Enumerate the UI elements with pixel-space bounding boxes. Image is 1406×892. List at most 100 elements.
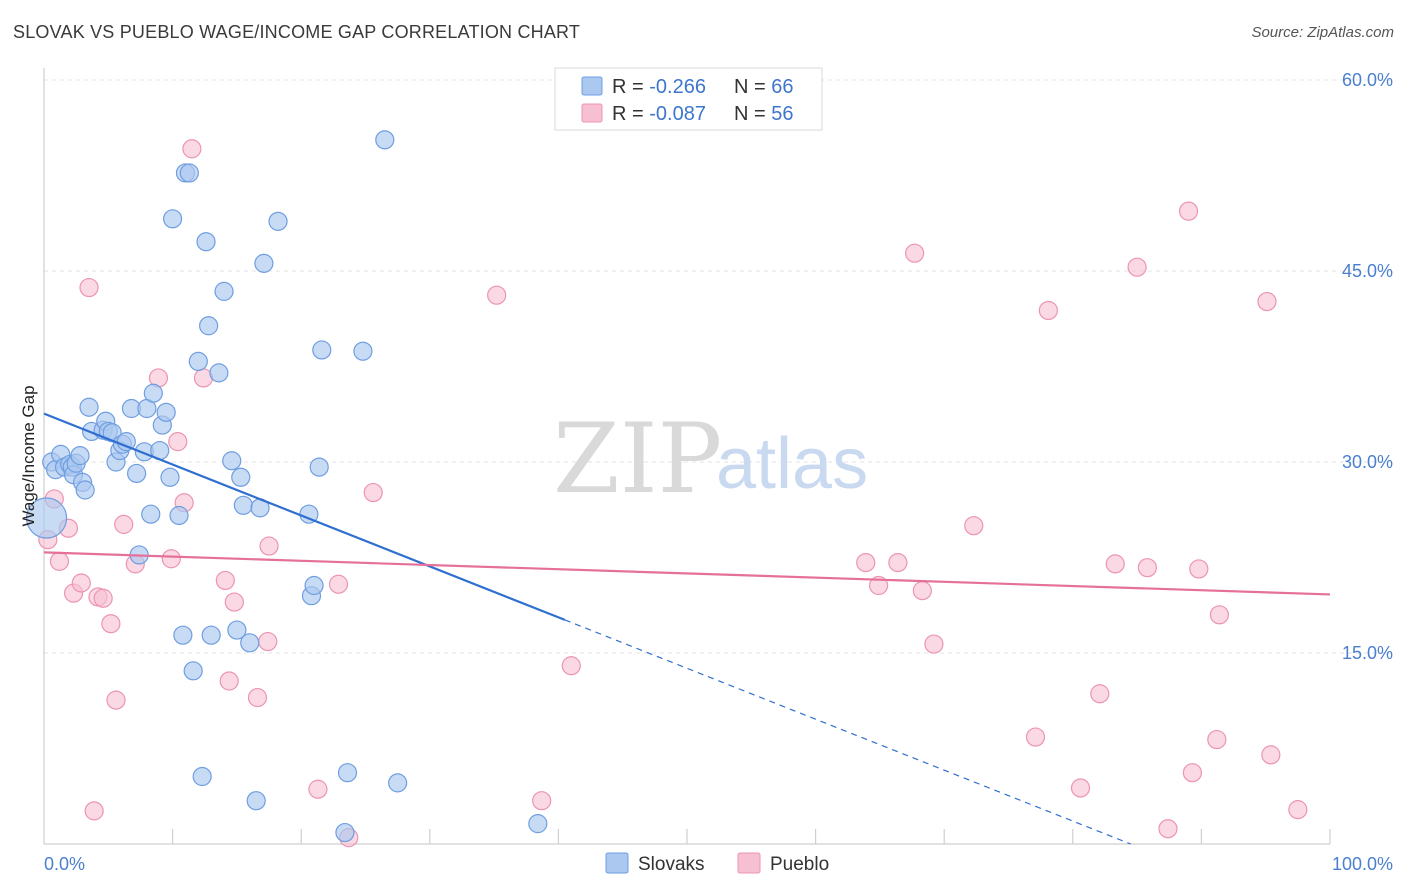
pueblo-point	[247, 687, 268, 708]
slovaks-trend-extension	[564, 619, 1131, 845]
pueblo-point	[1090, 684, 1110, 704]
pueblo-point	[1025, 727, 1046, 747]
pueblo-point	[93, 588, 113, 608]
slovaks-point	[179, 163, 199, 183]
bottom-legend-label-pueblo: Pueblo	[770, 854, 829, 875]
trend-lines	[43, 412, 1331, 845]
pueblo-point	[1105, 554, 1125, 574]
pueblo-point	[259, 536, 279, 556]
pueblo-point	[1038, 300, 1058, 321]
slovaks-point	[240, 633, 260, 653]
slovaks-point	[173, 625, 193, 645]
pueblo-point	[1261, 745, 1281, 765]
slovaks-point	[25, 497, 68, 539]
slovaks-point	[309, 457, 329, 477]
legend-n-label-pueblo: N =	[734, 103, 771, 125]
slovaks-point	[312, 340, 332, 360]
slovaks-point	[169, 505, 189, 526]
pueblo-point	[964, 516, 984, 536]
slovaks-point	[388, 773, 408, 793]
pueblo-point	[168, 432, 188, 452]
pueblo-point	[869, 575, 889, 596]
pueblo-point	[1288, 800, 1308, 820]
watermark-atlas: atlas	[716, 424, 868, 504]
slovaks-point	[268, 211, 288, 231]
svg-text:N = 56: N = 56	[734, 103, 794, 125]
svg-text:N = 66: N = 66	[734, 76, 794, 98]
legend-n-value-pueblo: 56	[771, 103, 793, 125]
pueblo-point	[532, 791, 552, 811]
slovaks-point	[160, 467, 180, 487]
bottom-legend-swatch-pueblo	[737, 852, 761, 874]
pueblo-point	[1182, 763, 1202, 783]
slovaks-point	[196, 232, 216, 252]
slovaks-point	[188, 351, 208, 372]
pueblo-point	[1127, 257, 1147, 277]
y-tick-label: 45.0%	[1342, 261, 1393, 281]
chart-source: Source: ZipAtlas.com	[1251, 24, 1394, 41]
legend-n-value-slovaks: 66	[771, 76, 793, 98]
pueblo-point	[101, 614, 121, 634]
slovaks-point	[214, 281, 234, 301]
y-axis-tick-labels: 15.0% 30.0% 45.0% 60.0%	[1342, 70, 1393, 663]
pueblo-point	[84, 801, 104, 821]
legend-r-value-pueblo: -0.087	[649, 103, 706, 125]
slovaks-point	[246, 791, 266, 811]
slovaks-point	[528, 814, 548, 834]
pueblo-point	[79, 277, 99, 298]
pueblo-point	[1207, 729, 1227, 750]
pueblo-point	[1070, 778, 1091, 798]
pueblo-point	[219, 671, 239, 691]
svg-text:R = -0.087: R = -0.087	[612, 103, 706, 125]
pueblo-trend-line	[43, 551, 1331, 596]
slovaks-point	[254, 253, 274, 273]
slovaks-points	[25, 130, 548, 843]
slovaks-point	[335, 822, 355, 843]
watermark: ZIP atlas	[553, 403, 868, 515]
slovaks-point	[227, 620, 247, 640]
slovaks-point	[353, 341, 373, 361]
slovaks-point	[156, 402, 176, 422]
slovaks-point	[70, 446, 90, 466]
slovaks-point	[183, 661, 203, 681]
slovaks-point	[163, 209, 183, 229]
legend-r-label-pueblo: R =	[612, 103, 649, 125]
x-axis-ticks	[172, 829, 1331, 844]
pueblo-point	[905, 243, 925, 263]
x-tick-label-max: 100.0%	[1332, 854, 1393, 874]
x-tick-label-min: 0.0%	[44, 854, 85, 874]
pueblo-point	[1209, 605, 1230, 625]
pueblo-point	[924, 634, 944, 654]
pueblo-point	[224, 592, 244, 612]
pueblo-point	[1257, 291, 1277, 312]
pueblo-point	[258, 631, 278, 652]
pueblo-point	[215, 570, 235, 591]
pueblo-point	[487, 285, 507, 305]
pueblo-point	[106, 690, 126, 710]
svg-text:R = -0.266: R = -0.266	[612, 76, 706, 98]
pueblo-point	[308, 779, 328, 799]
slovaks-point	[75, 480, 95, 500]
y-axis-label: Wage/Income Gap	[19, 385, 38, 526]
pueblo-point	[49, 551, 70, 571]
pueblo-point	[71, 573, 91, 593]
slovaks-point	[199, 316, 219, 336]
legend-n-label-slovaks: N =	[734, 76, 771, 98]
legend-r-label-slovaks: R =	[612, 76, 649, 98]
pueblo-point	[161, 549, 181, 569]
pueblo-point	[114, 514, 134, 534]
pueblo-point	[1189, 559, 1209, 579]
pueblo-point	[328, 574, 349, 594]
chart-title: SLOVAK VS PUEBLO WAGE/INCOME GAP CORRELA…	[13, 22, 581, 42]
pueblo-point	[856, 552, 876, 573]
legend-swatch-pueblo	[581, 103, 603, 123]
pueblo-point	[1158, 819, 1178, 839]
slovaks-point	[375, 130, 395, 150]
pueblo-point	[1137, 558, 1157, 578]
slovaks-point	[231, 467, 251, 487]
legend-box: R = -0.266 N = 66 R = -0.087 N = 56	[554, 67, 823, 131]
y-tick-label: 30.0%	[1342, 452, 1393, 472]
pueblo-point	[561, 656, 581, 676]
y-tick-label: 60.0%	[1342, 70, 1393, 90]
